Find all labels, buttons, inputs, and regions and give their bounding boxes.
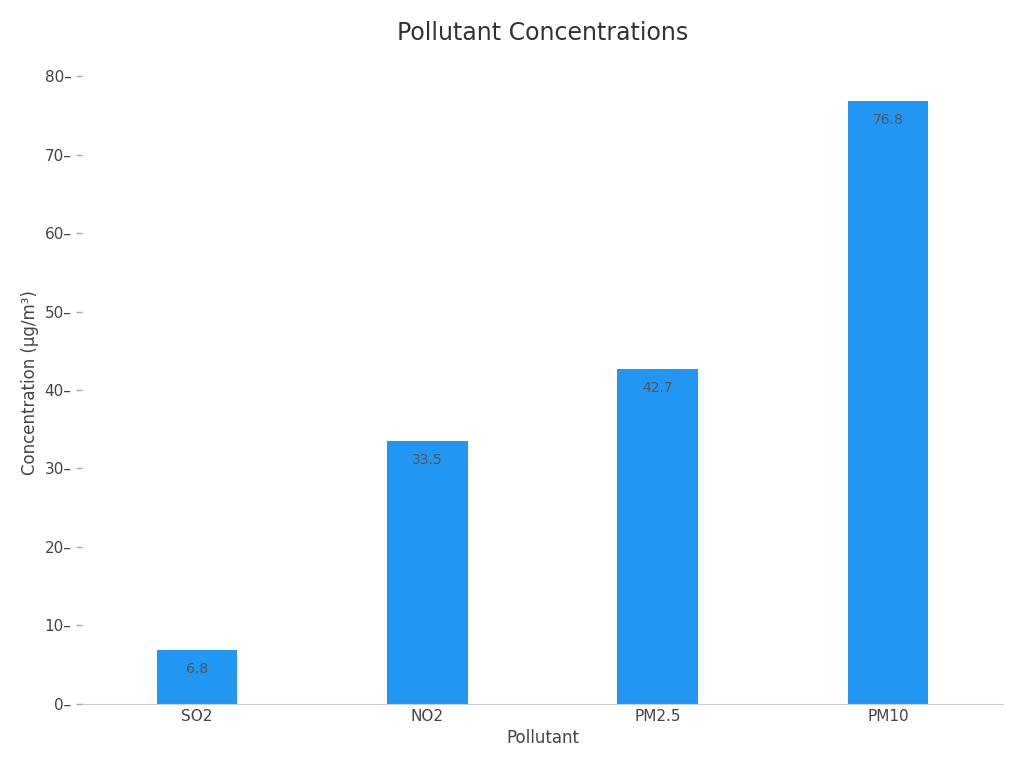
- Bar: [157, 650, 238, 703]
- X-axis label: Pollutant: Pollutant: [506, 729, 579, 747]
- Text: 42.7: 42.7: [642, 381, 673, 395]
- Text: 76.8: 76.8: [872, 113, 903, 127]
- Bar: [848, 101, 929, 703]
- Text: 33.5: 33.5: [412, 453, 442, 467]
- Text: 6.8: 6.8: [186, 662, 208, 676]
- Y-axis label: Concentration (μg/m³): Concentration (μg/m³): [20, 290, 39, 475]
- Bar: [617, 369, 698, 703]
- Bar: [387, 441, 468, 703]
- Title: Pollutant Concentrations: Pollutant Concentrations: [397, 21, 688, 45]
